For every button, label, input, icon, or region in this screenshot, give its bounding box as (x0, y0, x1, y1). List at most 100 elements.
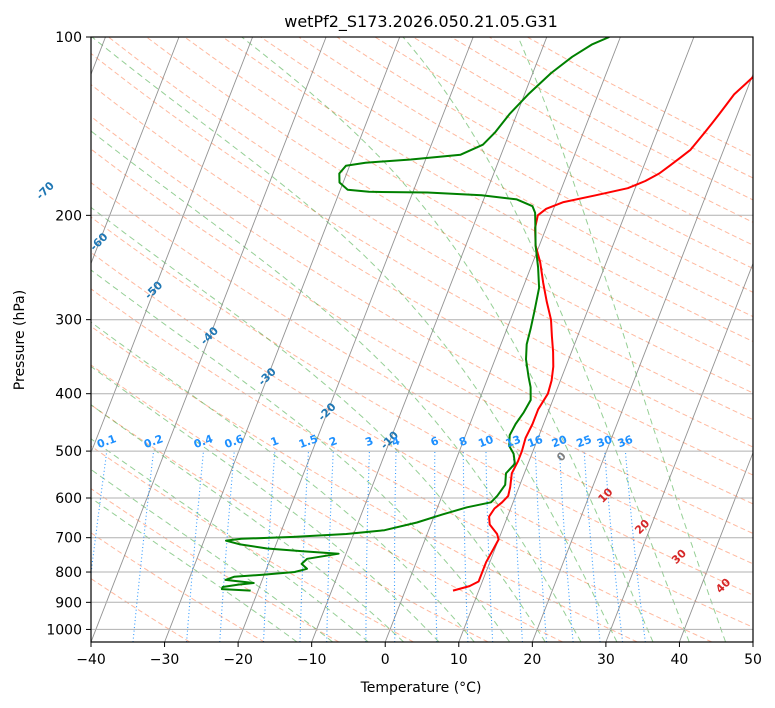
y-tick-label: 600 (55, 491, 82, 507)
moist-adiabat-line (91, 321, 475, 642)
x-tick-label: −40 (76, 652, 106, 668)
dry-adiabat-line (91, 364, 563, 642)
mixing-ratio-line (262, 451, 276, 642)
moist-adiabat-label: 40 (713, 575, 733, 595)
dry-adiabat-line (108, 37, 753, 421)
moist-adiabat-label: 20 (632, 517, 652, 537)
isotherm-label: -40 (198, 324, 221, 347)
mixing-ratio-label: 0.2 (142, 432, 165, 451)
y-tick-label: 500 (55, 444, 82, 460)
plot-frame (90, 36, 754, 643)
y-tick-label: 300 (55, 313, 82, 329)
x-tick-label: 30 (597, 652, 615, 668)
moist-adiabat-line (91, 269, 511, 642)
isotherm-line (678, 451, 753, 642)
mixing-ratio-line (485, 451, 494, 642)
moist-adiabat-line (91, 497, 298, 642)
mixing-ratio-label: 6 (429, 434, 441, 449)
y-tick-label: 100 (55, 30, 82, 46)
isotherm-line (752, 640, 753, 642)
moist-adiabat-line (91, 404, 404, 642)
moist-adiabat-line (517, 37, 727, 642)
isotherm-label: -20 (315, 400, 338, 423)
mixing-ratio-label: 16 (526, 433, 545, 451)
moist-adiabat-label: 10 (596, 485, 616, 505)
temperature-profile-line (452, 75, 753, 592)
y-axis-label: Pressure (hPa) (12, 290, 28, 390)
mixing-ratio-label: 0.1 (95, 432, 118, 451)
dry-adiabat-line (91, 288, 713, 642)
mixing-ratio-line (624, 451, 646, 642)
y-tick-label: 400 (55, 387, 82, 403)
mixing-ratio-label: 20 (550, 433, 569, 451)
dry-adiabat-line (91, 488, 340, 642)
moist-adiabat-line (241, 37, 654, 642)
x-tick-label: 40 (671, 652, 689, 668)
mixing-ratio-line (512, 451, 524, 642)
mixing-ratio-line (558, 451, 574, 642)
dry-adiabat-line (527, 37, 753, 158)
dry-adiabat-line (91, 84, 753, 476)
mixing-ratio-line (462, 451, 469, 642)
isotherm-line (311, 37, 548, 642)
mixing-ratio-line (583, 451, 601, 642)
mixing-ratio-label: 36 (616, 433, 635, 451)
mixing-ratio-label: 0.4 (192, 432, 215, 451)
background-lines (91, 37, 753, 642)
mixing-ratio-line (219, 451, 235, 642)
mixing-ratio-label: 1 (269, 434, 281, 449)
y-tick-label: 200 (55, 208, 82, 224)
moist-adiabat-line (91, 130, 582, 642)
mixing-ratio-label: 1.5 (297, 432, 320, 451)
dry-adiabat-line (260, 37, 753, 318)
dry-adiabat-line (91, 404, 489, 642)
dry-adiabat-line (91, 216, 753, 596)
mixing-ratio-label: 30 (595, 433, 614, 451)
mixing-ratio-label: 13 (504, 433, 523, 450)
x-tick-label: −20 (223, 652, 253, 668)
mixing-ratio-line (91, 451, 108, 579)
chart-title: wetPf2_S173.2026.050.21.05.G31 (284, 12, 558, 32)
x-tick-label: −10 (297, 652, 327, 668)
mixing-ratio-label: 0.6 (223, 432, 246, 451)
mixing-ratio-line (534, 451, 548, 642)
x-tick-label: 50 (744, 652, 762, 668)
dewpoint-profile-line (220, 37, 610, 592)
y-tick-label: 900 (55, 595, 82, 611)
moist-adiabat-line (91, 37, 618, 642)
isotherm-line (91, 37, 180, 265)
isotherm-label: -50 (142, 278, 165, 301)
mixing-ratio-label: 8 (457, 434, 469, 449)
mixing-ratio-line (434, 451, 438, 642)
isotherm-label: -70 (34, 179, 57, 202)
moist-adiabat-line (91, 206, 546, 642)
dry-adiabat-line (91, 251, 753, 628)
x-tick-label: −30 (150, 652, 180, 668)
moist-adiabat-line (91, 468, 334, 642)
mixing-ratio-label: 3 (363, 434, 375, 449)
dry-adiabat-line (91, 148, 753, 535)
isotherm-line (384, 37, 621, 642)
dry-adiabat-line (91, 182, 753, 565)
moist-adiabat-line (91, 438, 369, 642)
isotherm-label: -30 (256, 365, 279, 388)
x-tick-label: 20 (523, 652, 541, 668)
x-axis: −40 −30 −20 −10 0 10 20 30 40 50 (76, 642, 762, 668)
isotherm-line (458, 37, 695, 642)
dry-adiabat-line (298, 37, 753, 293)
moist-adiabat-line (91, 365, 440, 642)
isotherm-line (91, 37, 327, 642)
mixing-ratio-line (299, 451, 310, 642)
dry-adiabat-line (91, 52, 753, 448)
x-tick-label: 10 (450, 652, 468, 668)
dry-adiabat-line (91, 325, 638, 642)
mixing-ratio-line (326, 451, 334, 642)
mixing-ratio-line (393, 451, 397, 642)
dry-adiabat-line (222, 37, 753, 343)
x-axis-label: Temperature (°C) (360, 680, 482, 696)
mixing-ratio-label: 25 (575, 433, 594, 450)
mixing-ratio-label: 10 (476, 433, 495, 451)
isotherm-line (164, 37, 401, 642)
isotherm-label: -80 (0, 132, 2, 155)
mixing-ratio-line (132, 451, 155, 642)
